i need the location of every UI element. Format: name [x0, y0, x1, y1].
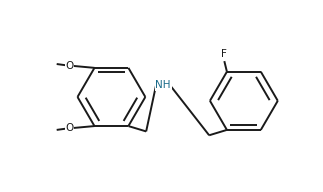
Text: O: O: [65, 61, 73, 71]
Text: F: F: [221, 49, 227, 59]
Text: O: O: [65, 123, 73, 133]
Text: NH: NH: [155, 80, 171, 90]
